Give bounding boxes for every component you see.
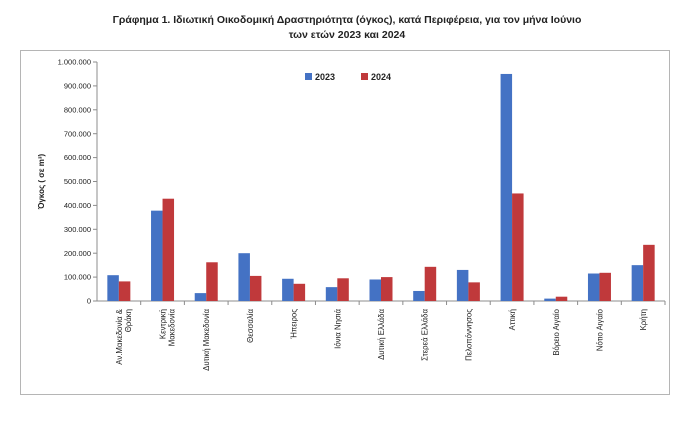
bar-2023-12 — [631, 265, 644, 301]
y-tick-label: 700.000 — [64, 129, 91, 138]
chart-title: Γράφημα 1. Ιδιωτική Οικοδομική Δραστηριό… — [112, 14, 582, 26]
y-tick-label: 500.000 — [64, 177, 91, 186]
bar-2023-8 — [456, 269, 469, 301]
labels: 0 100.000 200.000 300.000 400.000 500.000 600.… — [37, 58, 648, 371]
legend-label-2023: 2023 — [315, 72, 335, 82]
bar-2024-9 — [512, 193, 524, 301]
y-tick-label: 800.000 — [64, 105, 91, 114]
x-category-label: Δυτική Ελλάδα — [377, 309, 386, 360]
bar-2023-4 — [282, 278, 294, 301]
bar-2023-7 — [413, 290, 425, 301]
bar-2024-1 — [162, 198, 175, 301]
bar-2024-7 — [424, 266, 437, 301]
bar-2023-5 — [325, 287, 338, 301]
bar-2024-6 — [381, 277, 393, 301]
x-category-label: Κρήτη — [639, 309, 648, 330]
legend-swatch-2024 — [361, 73, 368, 80]
bar-2024-5 — [337, 278, 349, 301]
y-tick-label: 200.000 — [64, 249, 91, 258]
x-category-label: Βόρειο Αιγαίο — [552, 308, 561, 355]
bar-2024-4 — [293, 283, 306, 301]
bar-2023-11 — [587, 273, 600, 301]
bar-2024-8 — [468, 282, 480, 301]
bar-2024-3 — [249, 275, 262, 301]
x-category-label: Νότιο Αιγαίο — [595, 308, 604, 351]
y-tick-label: 900.000 — [64, 82, 91, 91]
axes — [93, 61, 666, 305]
y-tick-label: 300.000 — [64, 225, 91, 234]
bar-2023-3 — [238, 253, 250, 301]
bar-2024-10 — [555, 296, 568, 301]
bar-2023-1 — [151, 210, 163, 301]
bar-2023-9 — [500, 73, 513, 301]
y-tick-label: 0 — [87, 297, 91, 306]
x-category-label: Αττική — [508, 309, 517, 330]
chart-subtitle: των ετών 2023 και 2024 — [288, 29, 406, 41]
chart-frame — [20, 50, 670, 395]
y-tick-label: 600.000 — [64, 153, 91, 162]
x-category-label: Αν.Μακεδονία &Θράκη — [115, 308, 133, 364]
x-category-label: Ήπειρος — [290, 309, 299, 340]
y-tick-label: 400.000 — [64, 201, 91, 210]
x-category-label: Δυτική Μακεδονία — [202, 309, 211, 371]
bar-2024-0 — [118, 281, 131, 301]
bar-2023-6 — [369, 279, 381, 301]
legend-swatch-2023 — [305, 73, 312, 80]
bar-2023-0 — [107, 275, 119, 301]
y-tick-label: 1.000.000 — [58, 58, 91, 67]
x-category-label: Πελοπόννησος — [464, 309, 473, 361]
legend-label-2024: 2024 — [371, 72, 391, 82]
y-tick-label: 100.000 — [64, 273, 91, 282]
bars — [107, 73, 655, 301]
y-axis-label: Όγκος ( σε m³) — [37, 154, 46, 211]
x-category-label: Θεσσαλία — [246, 309, 255, 343]
bar-2024-12 — [643, 244, 655, 301]
bar-2023-2 — [194, 293, 207, 301]
bar-2024-2 — [206, 262, 218, 301]
x-category-label: ΚεντρικήΜακεδονία — [159, 309, 177, 347]
x-category-label: Ιόνια Νησιά — [333, 309, 342, 349]
x-category-label: Στερεά Ελλάδα — [421, 309, 430, 361]
bar-2024-11 — [599, 272, 611, 301]
bar-2023-10 — [544, 298, 556, 301]
